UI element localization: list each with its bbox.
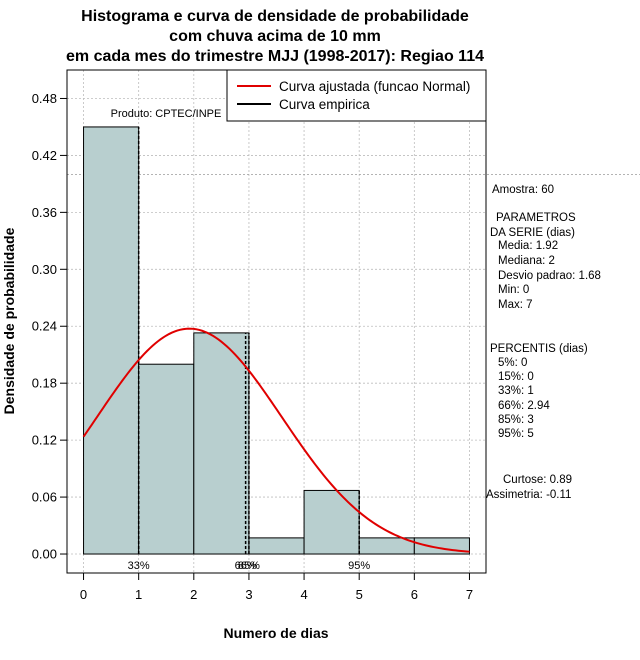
- y-tick-label-2: 0.12: [32, 433, 57, 448]
- x-tick-label-3: 3: [245, 587, 252, 602]
- title-line-2: com chuva acima de 10 mm: [169, 28, 381, 45]
- histogram-bar-2: [193, 332, 250, 555]
- percentil-5: 5%: 0: [498, 357, 527, 369]
- percentile-label-0: 33%: [128, 560, 150, 572]
- percentis-header: PERCENTIS (dias): [490, 343, 588, 355]
- title-line-3: em cada mes do trimestre MJJ (1998-2017)…: [66, 48, 484, 65]
- x-tick-label-4: 4: [300, 587, 307, 602]
- histogram-bar-0: [83, 126, 140, 555]
- percentil-33: 33%: 1: [498, 385, 534, 397]
- histogram-bar-3: [248, 537, 305, 555]
- param-min: Min: 0: [498, 284, 529, 296]
- y-tick-label-4: 0.24: [32, 319, 57, 334]
- y-tick-label-6: 0.36: [32, 205, 57, 220]
- x-tick-label-0: 0: [80, 587, 87, 602]
- sample-size: Amostra: 60: [492, 184, 554, 196]
- chart-title: Histograma e curva de densidade de proba…: [66, 8, 484, 65]
- percentil-85: 85%: 3: [498, 414, 534, 426]
- percentile-lines: [137, 126, 360, 555]
- x-tick-label-2: 2: [190, 587, 197, 602]
- param-max: Max: 7: [498, 299, 533, 311]
- stats-panel: Amostra: 60 PARAMETROS DA SERIE (dias) M…: [486, 184, 601, 501]
- legend: Curva ajustada (funcao Normal) Curva emp…: [226, 69, 487, 122]
- params-header-2: DA SERIE (dias): [490, 227, 575, 239]
- percentil-95: 95%: 5: [498, 428, 534, 440]
- assimetria: Assimetria: -0.11: [486, 489, 571, 501]
- x-tick-label-6: 6: [411, 587, 418, 602]
- y-tick-label-7: 0.42: [32, 148, 57, 163]
- normal-fit-curve: [82, 327, 470, 553]
- y-tick-label-0: 0.00: [32, 547, 57, 562]
- x-tick-label-5: 5: [356, 587, 363, 602]
- percentil-15: 15%: 0: [498, 371, 534, 383]
- percentile-label-2: 85%: [238, 560, 260, 572]
- percentile-label-3: 95%: [348, 560, 370, 572]
- product-label: Produto: CPTEC/INPE: [111, 108, 222, 120]
- x-tick-label-1: 1: [135, 587, 142, 602]
- params-header-1: PARAMETROS: [496, 212, 576, 224]
- param-sd: Desvio padrao: 1.68: [498, 270, 601, 282]
- histogram-bar-1: [138, 363, 195, 555]
- param-mean: Media: 1.92: [498, 240, 558, 252]
- y-tick-label-3: 0.18: [32, 376, 57, 391]
- y-tick-label-1: 0.06: [32, 490, 57, 505]
- y-tick-label-8: 0.48: [32, 91, 57, 106]
- legend-label-empirical: Curva empirica: [279, 97, 370, 112]
- histogram-bars: [83, 126, 470, 555]
- x-axis: 0 1 2 3 4 5 6 7: [80, 572, 473, 602]
- y-tick-label-5: 0.30: [32, 262, 57, 277]
- legend-box: [226, 69, 487, 122]
- x-tick-label-7: 7: [466, 587, 473, 602]
- y-axis: 0.00 0.06 0.12 0.18 0.24 0.30 0.36 0.42 0.48: [32, 91, 67, 562]
- y-axis-label: Densidade de probabilidade: [1, 227, 17, 414]
- param-median: Mediana: 2: [498, 255, 555, 267]
- curtose: Curtose: 0.89: [503, 474, 572, 486]
- title-line-1: Histograma e curva de densidade de proba…: [81, 8, 469, 25]
- percentil-66: 66%: 2.94: [498, 400, 550, 412]
- percentile-labels: 33% 66%85% 95%: [128, 560, 371, 572]
- percentile-label-1: 66%: [235, 560, 257, 572]
- histogram-bar-4: [303, 489, 360, 555]
- legend-label-fit: Curva ajustada (funcao Normal): [279, 79, 470, 94]
- x-axis-label: Numero de dias: [223, 625, 328, 641]
